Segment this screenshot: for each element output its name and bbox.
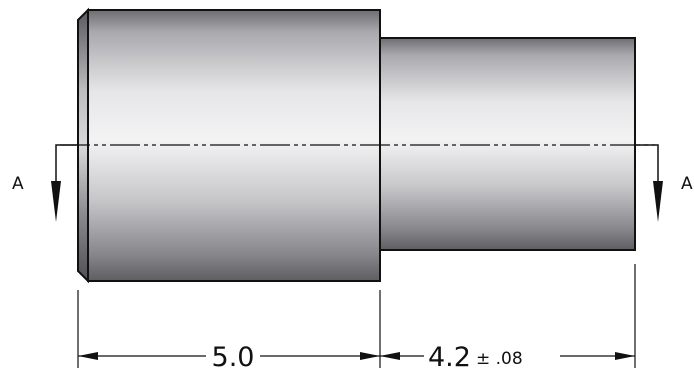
arrowhead	[78, 352, 98, 360]
section-label-left: A	[12, 174, 24, 194]
section-label-right: A	[681, 174, 693, 194]
small-cylinder	[379, 37, 636, 251]
dimension-tolerance: ± .08	[476, 349, 523, 369]
dimension-value: 4.2	[428, 342, 471, 373]
dimension-right: 4.2 ± .08	[380, 342, 635, 373]
dimension-left: 5.0	[78, 342, 380, 373]
arrowhead	[615, 352, 635, 360]
arrowhead	[380, 352, 400, 360]
section-arrow-left	[51, 144, 78, 222]
dimension-value: 5.0	[212, 342, 255, 373]
section-arrow-right	[635, 144, 663, 222]
arrowhead	[360, 352, 380, 360]
extension-lines	[77, 264, 636, 368]
